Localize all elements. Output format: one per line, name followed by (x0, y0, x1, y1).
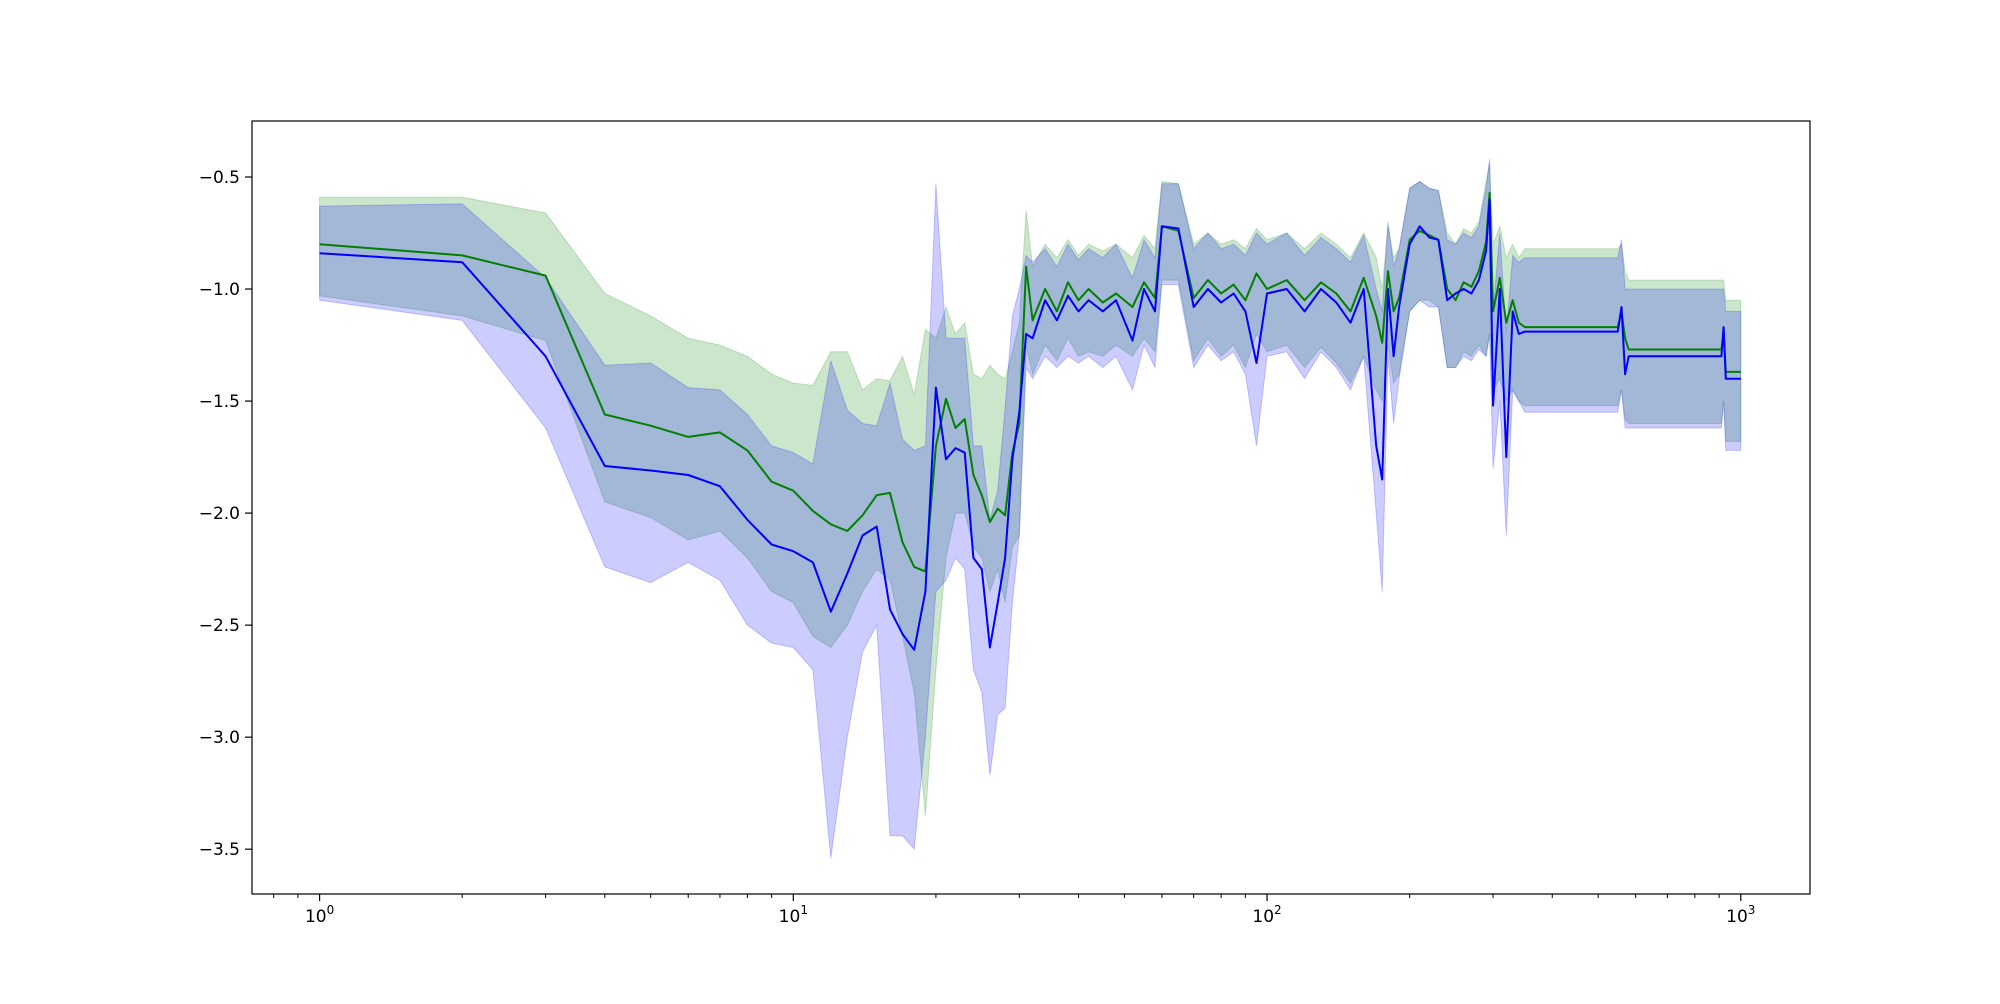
y-tick-label: −2.0 (199, 504, 240, 524)
series-lines (319, 191, 1741, 651)
y-tick-label: −0.5 (199, 168, 240, 188)
y-axis: −0.5 −1.0 −1.5 −2.0 −2.5 −3.0 −3.5 (199, 168, 252, 860)
y-tick-label: −1.0 (199, 280, 240, 300)
y-tick-label: −2.5 (199, 616, 240, 636)
x-tick-label: 101 (779, 903, 808, 927)
y-tick-label: −3.0 (199, 728, 240, 748)
confidence-bands (319, 159, 1742, 859)
x-tick-label: 100 (305, 903, 334, 927)
x-tick-label: 102 (1252, 903, 1281, 927)
plot-frame (251, 120, 1811, 895)
x-axis: 100 101 102 103 (273, 894, 1755, 927)
series-0-line (319, 191, 1741, 573)
x-tick-label: 103 (1726, 903, 1755, 927)
y-tick-label: −1.5 (199, 392, 240, 412)
y-tick-label: −3.5 (199, 840, 240, 860)
series-1-band (319, 159, 1742, 859)
series-1-line (319, 198, 1741, 651)
